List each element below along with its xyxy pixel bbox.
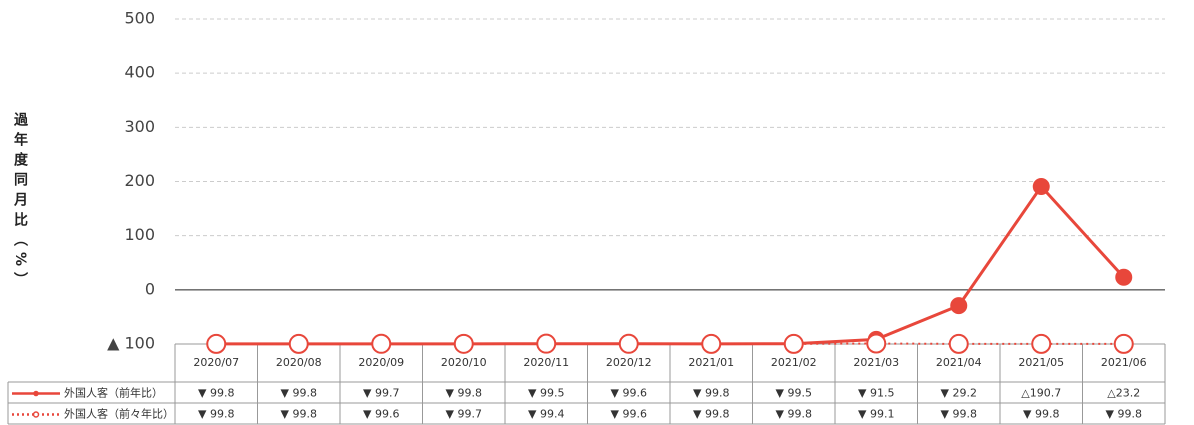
data-point [783,333,804,354]
legend-label: 外国人客（前々年比） [64,407,174,421]
value-label: ▼ 99.8 [1106,408,1142,421]
series-line [216,184,1125,346]
data-point [206,333,227,354]
value-label: ▼ 99.6 [363,408,399,421]
value-label: ▼ 99.1 [858,408,894,421]
value-label: ▼ 29.2 [941,387,977,400]
value-label: ▼ 99.8 [281,408,317,421]
value-label: ▼ 99.7 [363,387,399,400]
x-tick-label: 2021/01 [688,356,734,369]
x-tick-label: 2021/05 [1018,356,1064,369]
value-label: ▼ 99.6 [611,387,647,400]
x-tick-label: 2021/04 [936,356,982,369]
value-label: △190.7 [1021,387,1061,400]
x-tick-label: 2020/08 [276,356,322,369]
data-point [453,333,474,354]
value-label: ▼ 99.8 [693,408,729,421]
value-label: ▼ 99.5 [528,387,564,400]
x-tick-label: 2020/12 [606,356,652,369]
value-label: ▼ 99.8 [776,408,812,421]
value-label: ▼ 91.5 [858,387,894,400]
y-axis-label: 過年度同月比（%） [12,112,28,293]
value-label: ▼ 99.7 [446,408,482,421]
y-tick-label: 300 [124,117,155,136]
data-point [536,333,557,354]
value-label: ▼ 99.8 [941,408,977,421]
data-point [288,333,309,354]
data-point [1031,333,1052,354]
x-tick-label: 2021/06 [1101,356,1147,369]
x-tick-label: 2020/10 [441,356,487,369]
data-point [948,333,969,354]
x-tick-label: 2020/11 [523,356,569,369]
x-tick-label: 2021/03 [853,356,899,369]
data-point [371,333,392,354]
y-tick-label: 0 [145,279,155,298]
y-tick-label: 100 [124,225,155,244]
value-label: ▼ 99.5 [776,387,812,400]
value-label: ▼ 99.6 [611,408,647,421]
value-label: △23.2 [1107,387,1140,400]
legend-marker [33,390,39,397]
value-label: ▼ 99.8 [1023,408,1059,421]
x-tick-label: 2020/07 [193,356,239,369]
legend-marker [32,411,40,418]
value-label: ▼ 99.8 [198,408,234,421]
y-tick-label: ▲ 100 [107,334,155,353]
y-tick-label: 200 [124,171,155,190]
data-point [1115,268,1133,286]
data-point [950,297,968,315]
data-point [618,333,639,354]
value-label: ▼ 99.8 [198,387,234,400]
data-point [1032,178,1050,196]
y-tick-label: 500 [124,9,155,28]
data-point [1113,333,1134,354]
value-label: ▼ 99.4 [528,408,564,421]
x-tick-label: 2021/02 [771,356,817,369]
legend-label: 外国人客（前年比） [64,386,163,400]
value-label: ▼ 99.8 [693,387,729,400]
value-label: ▼ 99.8 [446,387,482,400]
x-tick-label: 2020/09 [358,356,404,369]
data-point [701,333,722,354]
value-label: ▼ 99.8 [281,387,317,400]
data-point [866,333,887,354]
y-tick-label: 400 [124,63,155,82]
